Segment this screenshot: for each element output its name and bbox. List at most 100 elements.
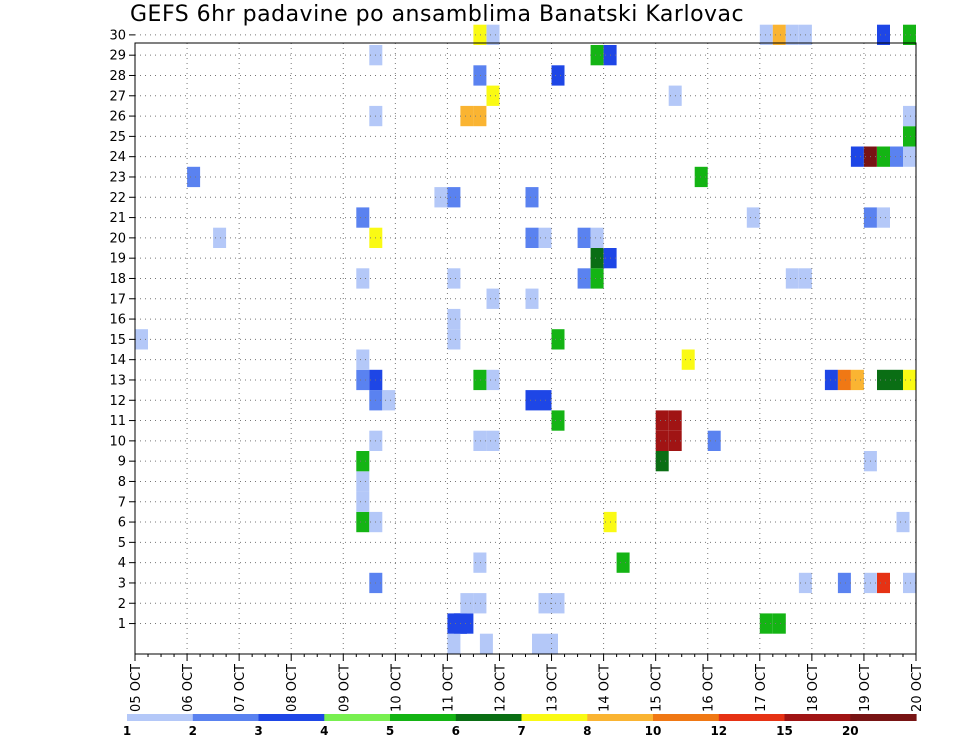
legend-swatch [127,714,194,721]
y-tick-label: 27 [109,89,126,104]
y-tick-label: 17 [109,292,126,307]
y-tick-label: 25 [109,130,126,145]
precip-cell [447,633,461,654]
precip-cell [551,410,565,431]
axis-layer: 1234567891011121314151617181920212223242… [109,28,925,712]
precip-cell [681,349,695,370]
y-tick-label: 13 [109,373,126,388]
legend-layer: 1 2 3 4 5 6 7 8 10 12 15 20 [123,714,917,738]
legend-label: 5 [386,724,394,738]
y-tick-label: 11 [109,414,126,429]
precip-cell [903,24,916,45]
legend-swatch [718,714,786,721]
legend-swatch [258,714,325,721]
precip-cell [707,430,721,451]
precip-cell [551,329,565,350]
x-tick-label: 19 OCT [858,664,873,712]
cells-layer [135,24,916,654]
y-tick-label: 22 [109,191,126,206]
precip-cell [486,369,500,391]
y-tick-label: 4 [118,556,126,571]
x-tick-label: 13 OCT [546,664,561,712]
y-tick-label: 2 [118,597,126,612]
precip-cell [903,369,916,391]
y-tick-label: 15 [109,333,126,348]
precip-cell [772,613,786,634]
y-tick-label: 14 [109,353,126,368]
precip-cell [460,105,474,127]
precip-cell [135,329,148,350]
legend-swatch [587,714,654,721]
precip-cell [772,24,786,45]
x-tick-label: 08 OCT [285,664,300,712]
y-tick-label: 3 [118,576,126,591]
legend-label: 2 [189,724,197,738]
y-tick-label: 10 [109,434,126,449]
y-tick-label: 24 [109,150,126,165]
precip-cell [903,126,916,147]
precip-cell [525,288,539,309]
legend-label: 10 [645,724,662,738]
precip-cell [356,471,370,492]
legend-swatch [390,714,457,721]
precip-cell [903,572,916,594]
precip-cell [532,633,545,654]
precip-cell [447,268,461,289]
grid-layer [135,34,916,654]
precip-cell [785,268,799,289]
precip-cell [655,410,669,431]
legend-swatch [784,714,851,721]
precip-cell [551,593,565,614]
precip-cell [486,288,500,309]
y-tick-label: 9 [118,455,126,470]
precip-cell [577,227,591,248]
precip-cell [447,308,461,330]
x-tick-label: 09 OCT [337,664,352,712]
y-tick-label: 12 [109,394,126,409]
legend-label: 20 [842,724,859,738]
precip-cell [877,369,890,391]
legend-label: 6 [452,724,460,738]
y-tick-label: 29 [109,49,126,64]
y-tick-label: 6 [118,516,126,531]
precip-cell [486,85,500,106]
precip-cell [577,268,591,289]
precip-cell [590,227,604,248]
precip-cell [473,65,487,86]
x-tick-label: 11 OCT [441,664,456,712]
precip-cell [837,572,851,594]
precip-cell [759,24,773,45]
precip-cell [837,369,851,391]
precip-cell [356,207,370,228]
precip-cell [903,105,916,127]
precip-cell [460,593,474,614]
y-tick-label: 23 [109,170,126,185]
y-tick-label: 1 [118,617,126,632]
precip-cell [877,207,890,228]
precip-cell [479,633,493,654]
chart-title: GEFS 6hr padavine po ansamblima Banatski… [130,2,745,27]
precip-cell [447,613,461,634]
legend-swatch [455,714,523,721]
x-tick-label: 15 OCT [650,664,665,712]
legend-label: 12 [710,724,727,738]
precip-cell [850,146,864,167]
x-tick-label: 12 OCT [493,664,508,712]
x-tick-label: 16 OCT [702,664,717,712]
precip-cell [486,430,500,451]
precip-cell [382,390,396,411]
precip-cell [356,369,370,391]
legend-swatch [324,714,391,721]
x-tick-label: 07 OCT [233,664,248,712]
precip-cell [460,613,474,634]
y-tick-label: 30 [109,28,126,43]
precip-cell [473,430,487,451]
legend-swatch [192,714,260,721]
y-tick-label: 5 [118,536,126,551]
precip-cell [187,166,201,188]
precip-cell [356,511,370,533]
legend-swatch [850,714,917,721]
legend-label: 15 [776,724,793,738]
x-tick-label: 17 OCT [754,664,769,712]
